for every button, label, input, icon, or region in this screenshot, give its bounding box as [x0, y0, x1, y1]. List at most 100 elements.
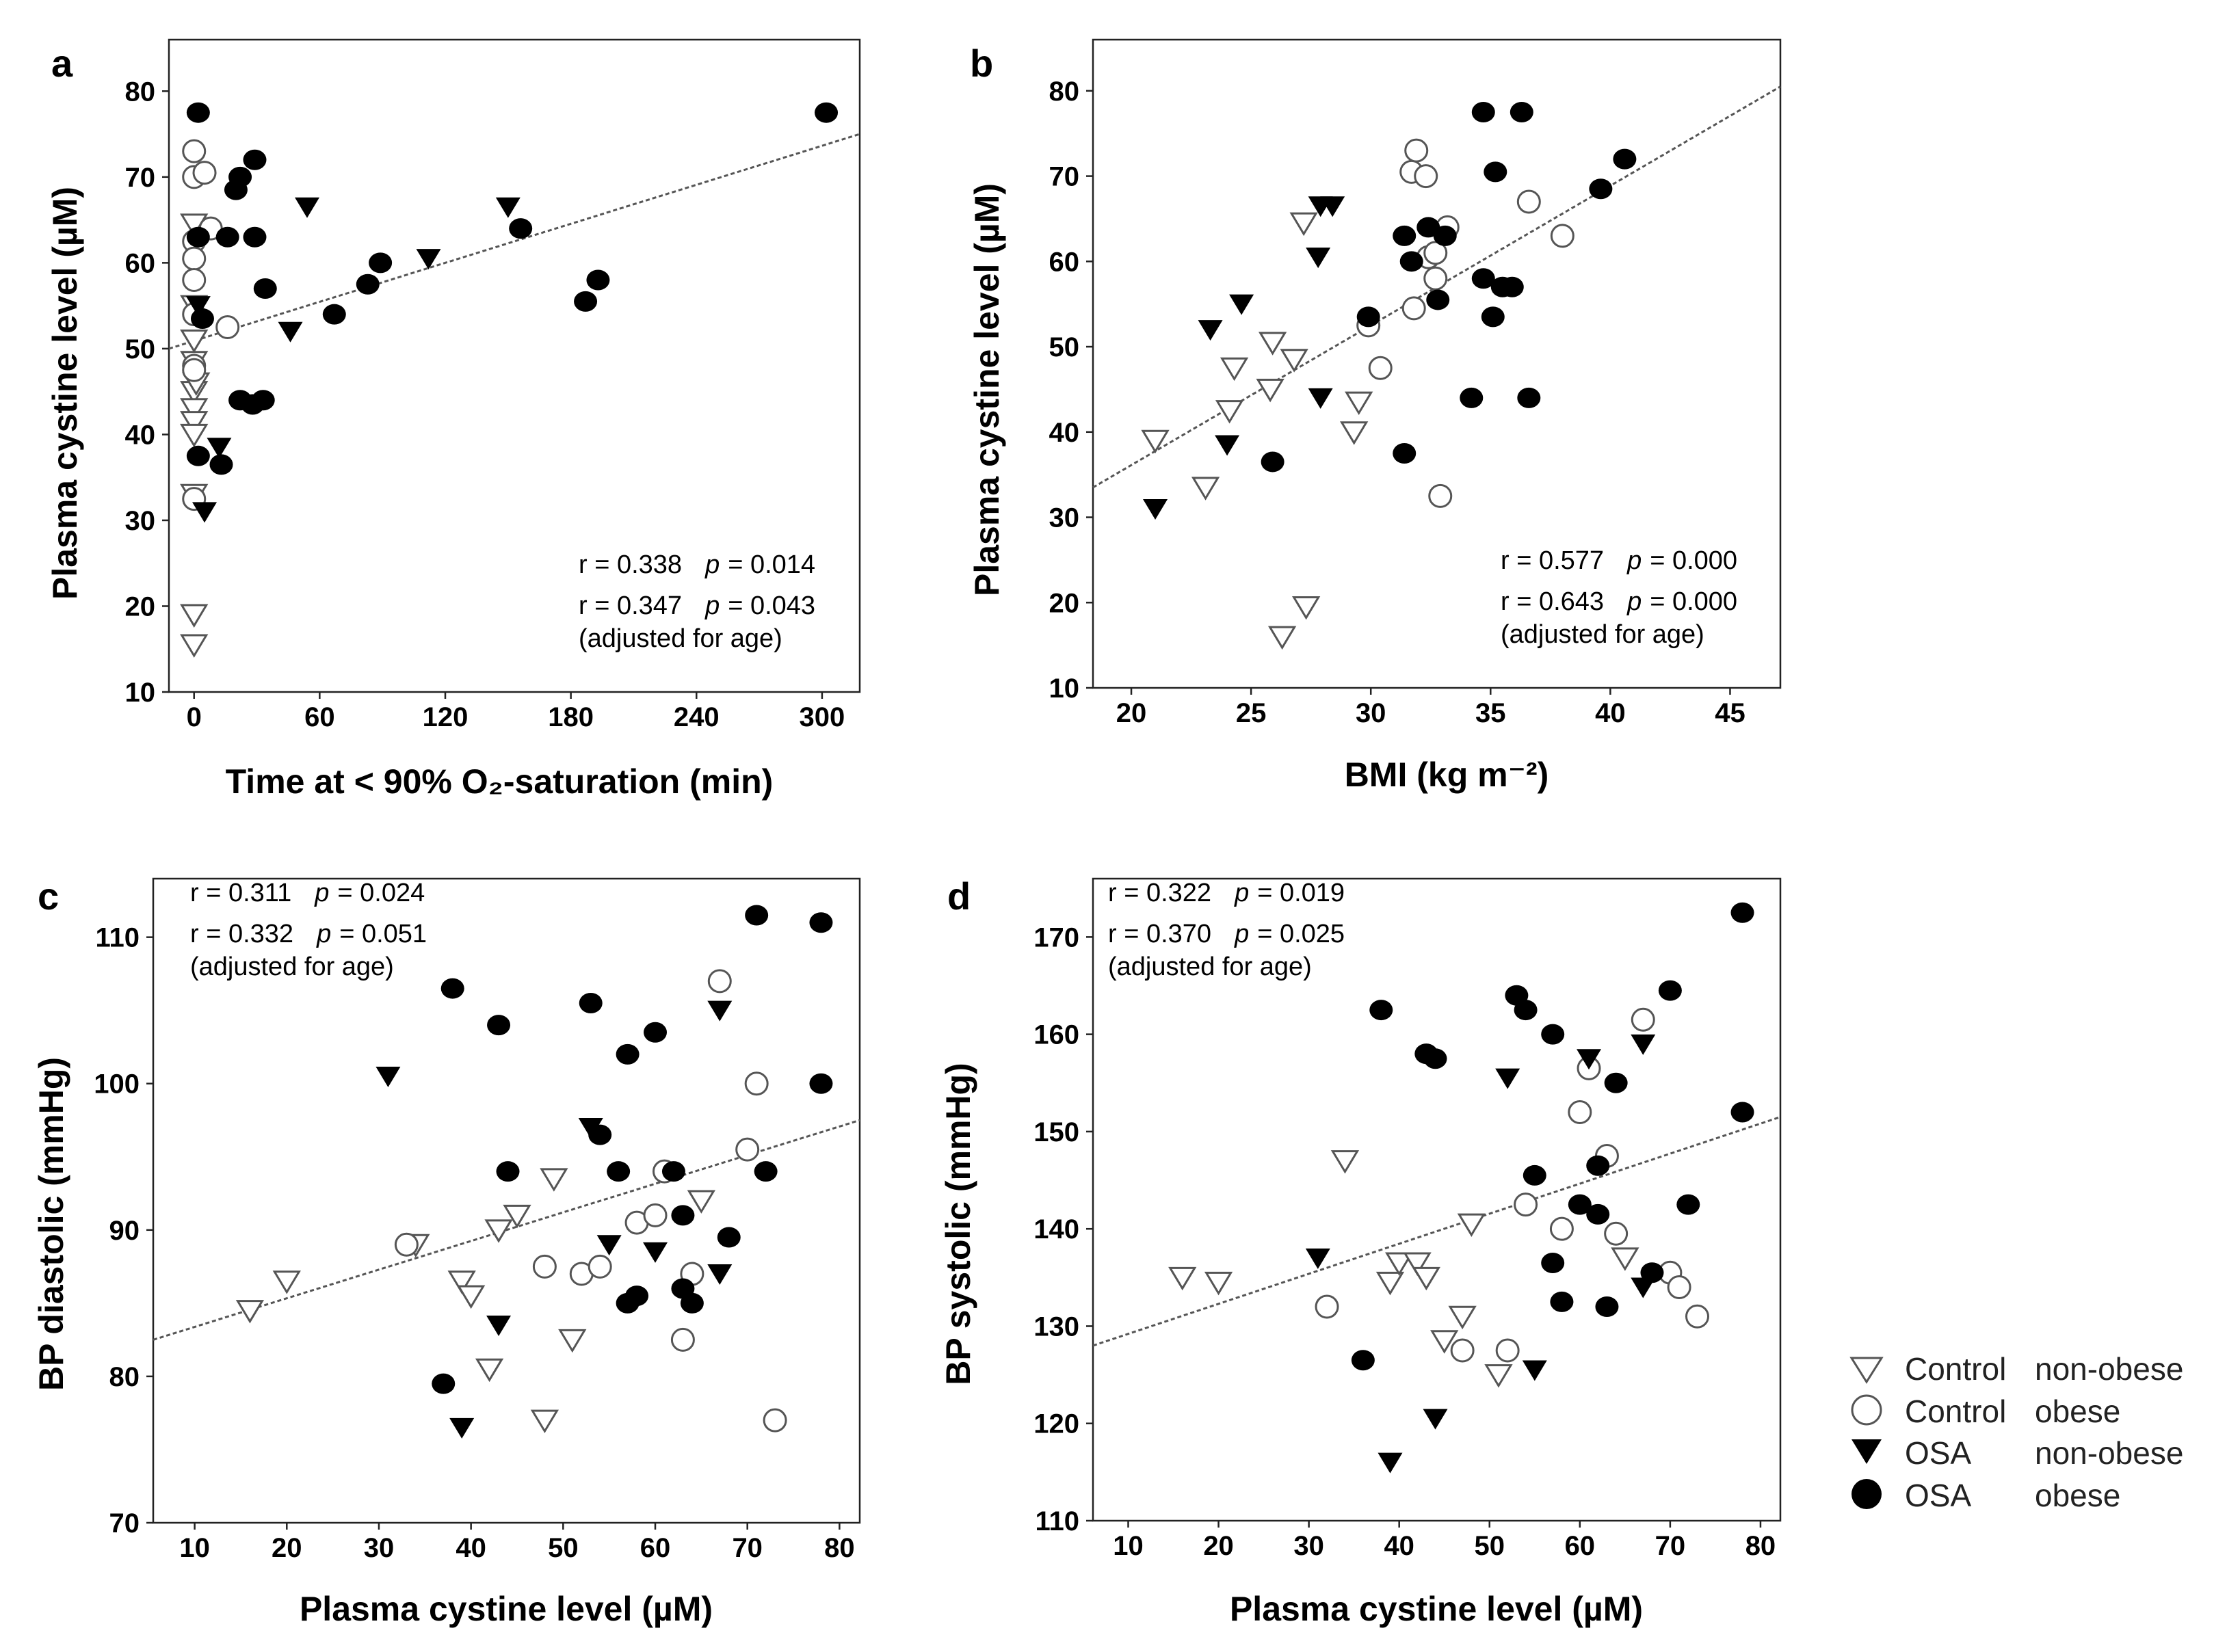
x-tick-label: 50 — [1475, 1531, 1505, 1561]
data-point — [487, 1015, 511, 1036]
data-point — [1550, 1291, 1574, 1312]
x-axis-title-b: BMI (kg m⁻²) — [1345, 756, 1549, 794]
y-axis-title-a: Plasma cystine level (µM) — [46, 187, 84, 600]
data-point — [1330, 1150, 1360, 1174]
data-point — [215, 226, 239, 248]
data-point — [495, 197, 520, 218]
data-point — [1215, 400, 1244, 424]
series-open-triangle — [1168, 1150, 1639, 1388]
x-tick-label: 30 — [364, 1533, 395, 1563]
x-axis-title-d: Plasma cystine level (µM) — [1230, 1590, 1643, 1628]
data-point — [1351, 1350, 1375, 1371]
data-point — [588, 1254, 612, 1279]
data-point — [1423, 266, 1448, 291]
data-point — [1604, 1072, 1628, 1093]
annotation-r: r = 0.322 — [1108, 879, 1211, 907]
x-axis-title-a: Time at < 90% O₂-saturation (min) — [226, 762, 774, 801]
data-point — [1320, 196, 1345, 217]
series-filled-circle — [1351, 902, 1754, 1371]
y-tick-label: 80 — [109, 1362, 140, 1392]
data-point — [192, 161, 217, 185]
data-point — [440, 978, 464, 999]
data-point — [180, 329, 209, 354]
data-point — [278, 321, 303, 343]
annotation-note: (adjusted for age) — [1501, 620, 1704, 649]
data-point — [1399, 251, 1423, 272]
x-tick-label: 20 — [272, 1533, 302, 1563]
x-tick-label: 10 — [1113, 1531, 1144, 1561]
annotation-p-symbol: p — [704, 591, 720, 620]
data-point — [1340, 421, 1369, 445]
panel-b: b BMI (kg m⁻²) Plasma cystine level (µM)… — [968, 38, 1782, 794]
series-filled-triangle — [1305, 1034, 1656, 1474]
annotation-p-symbol: p — [1626, 546, 1642, 575]
y-tick-label: 80 — [1049, 77, 1080, 107]
data-point — [1289, 212, 1318, 237]
data-point — [1484, 161, 1507, 183]
series-filled-triangle — [375, 1000, 733, 1439]
series-filled-triangle — [1143, 196, 1345, 520]
annotation-p: = 0.051 — [339, 920, 427, 948]
data-point — [180, 411, 209, 435]
data-point — [182, 358, 207, 382]
y-tick-label: 40 — [125, 420, 156, 450]
y-tick-label: 80 — [125, 77, 156, 107]
y-tick-label: 160 — [1033, 1020, 1079, 1050]
data-point — [375, 1067, 401, 1088]
data-point — [1568, 1194, 1592, 1215]
data-point — [1495, 1068, 1520, 1089]
data-point — [1586, 1203, 1610, 1225]
data-point — [243, 226, 267, 248]
data-point — [186, 102, 210, 123]
annotation-p: = 0.014 — [728, 550, 815, 579]
data-point — [1640, 1262, 1664, 1283]
data-point — [687, 1190, 715, 1214]
legend-marker-control-non-obese — [1849, 1357, 1884, 1384]
legend-item: Control obese — [1851, 1394, 2120, 1429]
y-tick-label: 120 — [1033, 1409, 1079, 1439]
data-point — [680, 1292, 704, 1314]
data-point — [1522, 1360, 1547, 1381]
panel-letter-a: a — [51, 42, 73, 85]
x-tick-label: 20 — [1203, 1531, 1234, 1561]
data-point — [1604, 1221, 1629, 1246]
plot-frame — [152, 877, 861, 1524]
annotation-r: r = 0.311 — [190, 879, 291, 907]
x-axis-title-c: Plasma cystine level (µM) — [300, 1590, 713, 1628]
trend-line — [1092, 1116, 1781, 1347]
data-point — [588, 1124, 612, 1145]
data-point — [182, 267, 207, 292]
data-point — [509, 218, 533, 239]
annotation-p-symbol: p — [1234, 879, 1249, 907]
annotation-p: = 0.000 — [1650, 587, 1737, 616]
annotation-p: = 0.024 — [337, 879, 425, 907]
y-axis-title-b: Plasma cystine level (µM) — [968, 183, 1006, 596]
data-point — [243, 149, 267, 170]
legend-status-label: obese — [2035, 1478, 2120, 1513]
data-point — [754, 1161, 778, 1182]
data-point — [1631, 1007, 1655, 1032]
y-tick-label: 50 — [125, 334, 156, 364]
panel-letter-d: d — [947, 875, 971, 918]
data-point — [744, 1071, 769, 1096]
series-open-circle — [1315, 1007, 1710, 1363]
series-filled-triangle — [185, 197, 520, 523]
annotation-p: = 0.000 — [1650, 546, 1737, 575]
data-point — [574, 291, 598, 312]
data-point — [1345, 391, 1373, 416]
data-point — [1667, 1275, 1691, 1300]
data-point — [484, 1219, 513, 1243]
data-point — [182, 246, 207, 271]
y-tick-label: 30 — [1049, 503, 1080, 533]
data-point — [449, 1417, 475, 1439]
data-point — [182, 139, 207, 163]
y-tick-label: 170 — [1033, 922, 1079, 952]
panel-letter-c: c — [38, 875, 59, 918]
data-point — [670, 1327, 695, 1352]
data-point — [1471, 102, 1495, 123]
data-point — [190, 308, 214, 329]
annotation-p-symbol: p — [316, 920, 331, 948]
data-point — [1611, 1247, 1639, 1271]
annotation-r: r = 0.643 — [1501, 587, 1604, 616]
